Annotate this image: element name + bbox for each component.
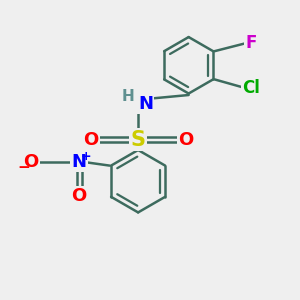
Text: O: O	[23, 153, 39, 171]
Text: O: O	[71, 187, 86, 205]
Text: F: F	[245, 34, 257, 52]
Text: O: O	[83, 130, 98, 148]
Text: S: S	[130, 130, 146, 150]
Text: Cl: Cl	[242, 79, 260, 97]
Text: N: N	[71, 153, 86, 171]
Text: N: N	[138, 95, 153, 113]
Text: +: +	[81, 150, 92, 163]
Text: H: H	[121, 89, 134, 104]
Text: O: O	[178, 130, 193, 148]
Text: −: −	[17, 160, 30, 175]
